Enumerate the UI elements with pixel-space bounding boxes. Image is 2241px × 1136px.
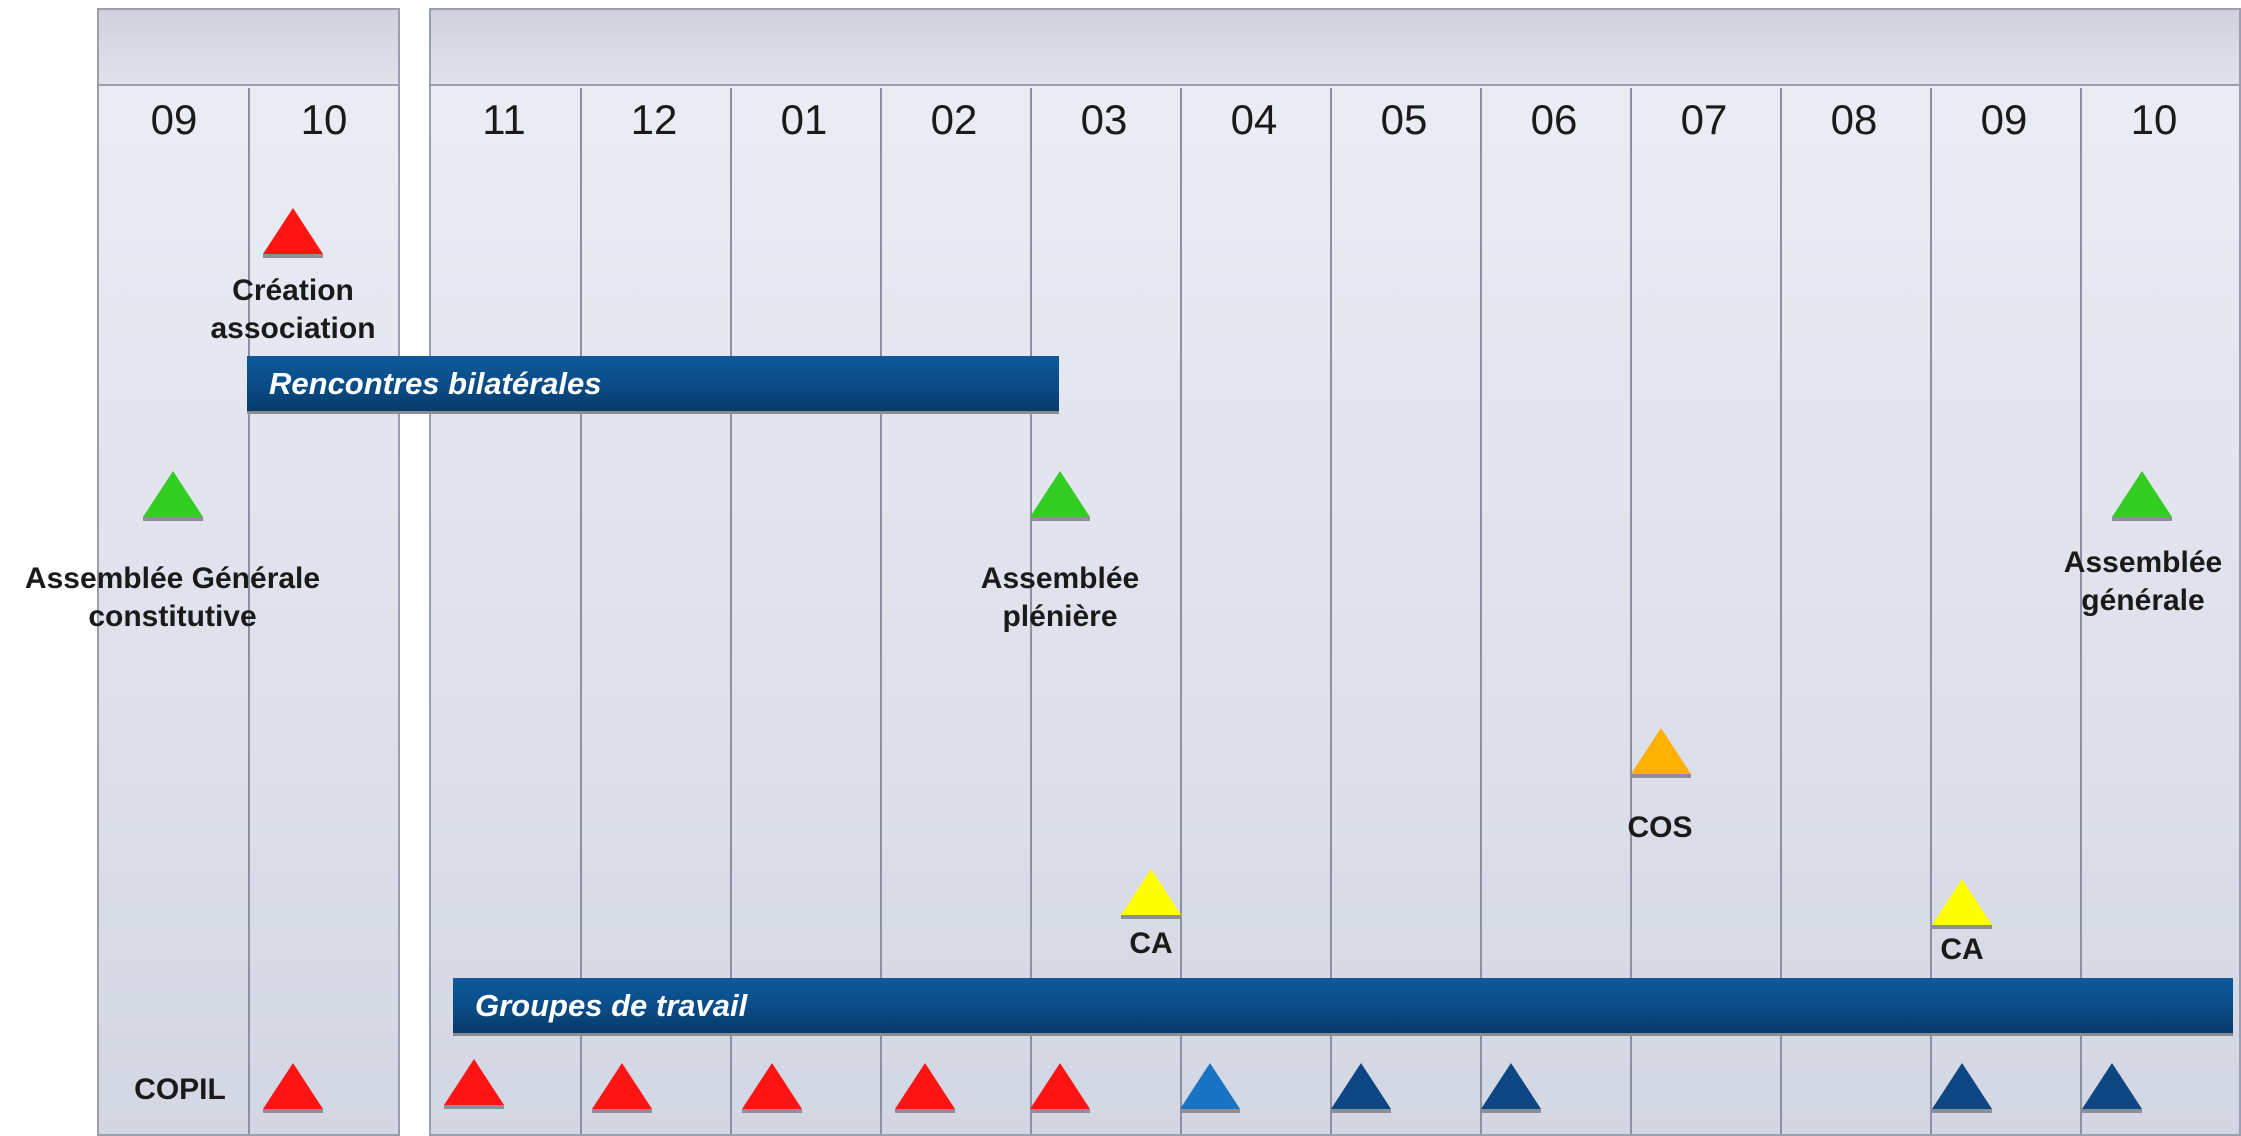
label-assemblee-pleniere: Assemblée plénière bbox=[960, 560, 1160, 636]
label-ca-2: CA bbox=[1940, 933, 1984, 966]
label-line: Création bbox=[232, 274, 354, 307]
navy-triangle-icon bbox=[2082, 1063, 2142, 1109]
label-line: générale bbox=[2081, 584, 2205, 617]
triangle-shadow bbox=[2082, 1109, 2142, 1113]
month-label-07: 07 bbox=[1680, 96, 1728, 143]
month-label-11: 11 bbox=[482, 96, 526, 143]
orange-triangle-icon bbox=[1631, 728, 1691, 774]
month-label-02: 02 bbox=[930, 96, 978, 143]
triangle-shadow bbox=[2112, 517, 2172, 521]
green-triangle-icon bbox=[143, 471, 203, 517]
triangle-shadow bbox=[1030, 1109, 1090, 1113]
month-divider bbox=[1930, 88, 1932, 1134]
red-triangle-icon bbox=[742, 1063, 802, 1109]
month-divider bbox=[880, 88, 882, 1134]
navy-triangle-icon bbox=[1481, 1063, 1541, 1109]
timeline-panel-left bbox=[97, 8, 400, 1136]
yellow-triangle-icon bbox=[1121, 869, 1181, 915]
label-ag-finale: Assemblée générale bbox=[2053, 544, 2233, 620]
month-divider bbox=[1630, 88, 1632, 1134]
triangle-shadow bbox=[1331, 1109, 1391, 1113]
month-label-09b: 09 bbox=[1980, 96, 2028, 143]
navy-triangle-icon bbox=[1331, 1063, 1391, 1109]
red-triangle-icon bbox=[263, 1063, 323, 1109]
triangle-shadow bbox=[1631, 774, 1691, 778]
red-triangle-icon bbox=[895, 1063, 955, 1109]
triangle-shadow bbox=[1121, 915, 1181, 919]
month-label-09: 09 bbox=[150, 96, 198, 143]
month-label-10: 10 bbox=[300, 96, 348, 143]
month-divider bbox=[1180, 88, 1182, 1134]
bar-rencontres-bilaterales: Rencontres bilatérales bbox=[247, 356, 1059, 414]
triangle-shadow bbox=[895, 1109, 955, 1113]
label-copil: COPIL bbox=[134, 1073, 226, 1106]
month-label-10b: 10 bbox=[2130, 96, 2178, 143]
label-cos: COS bbox=[1627, 811, 1693, 844]
month-divider bbox=[248, 88, 250, 1134]
triangle-shadow bbox=[742, 1109, 802, 1113]
month-divider bbox=[1030, 88, 1032, 1134]
navy-triangle-icon bbox=[1932, 1063, 1992, 1109]
month-label-04: 04 bbox=[1230, 96, 1278, 143]
label-line: Assemblée bbox=[2063, 546, 2223, 579]
blue-triangle-icon bbox=[1180, 1063, 1240, 1109]
month-label-06: 06 bbox=[1530, 96, 1578, 143]
panel-header-right bbox=[431, 10, 2239, 86]
triangle-shadow bbox=[592, 1109, 652, 1113]
month-label-08: 08 bbox=[1830, 96, 1878, 143]
red-triangle-icon bbox=[444, 1059, 504, 1105]
month-divider bbox=[1780, 88, 1782, 1134]
panel-header-left bbox=[99, 10, 398, 86]
triangle-shadow bbox=[1180, 1109, 1240, 1113]
label-line: plénière bbox=[1002, 600, 1118, 633]
month-label-12: 12 bbox=[630, 96, 678, 143]
month-divider bbox=[2080, 88, 2082, 1134]
month-divider bbox=[1330, 88, 1332, 1134]
label-creation-association: Création association bbox=[193, 272, 393, 348]
red-triangle-icon bbox=[263, 208, 323, 254]
triangle-shadow bbox=[263, 1109, 323, 1113]
triangle-shadow bbox=[444, 1105, 504, 1109]
timeline-panel-right bbox=[429, 8, 2241, 1136]
green-triangle-icon bbox=[1030, 471, 1090, 517]
label-line: association bbox=[210, 312, 376, 345]
triangle-shadow bbox=[1030, 517, 1090, 521]
month-label-01: 01 bbox=[780, 96, 828, 143]
label-line: Assemblée bbox=[980, 562, 1140, 595]
month-label-05: 05 bbox=[1380, 96, 1428, 143]
label-line: constitutive bbox=[88, 600, 257, 633]
triangle-shadow bbox=[1932, 1109, 1992, 1113]
red-triangle-icon bbox=[592, 1063, 652, 1109]
month-label-03: 03 bbox=[1080, 96, 1128, 143]
label-ag-constitutive: Assemblée Générale constitutive bbox=[0, 560, 345, 636]
yellow-triangle-icon bbox=[1932, 879, 1992, 925]
month-divider bbox=[1480, 88, 1482, 1134]
bar-groupes-de-travail: Groupes de travail bbox=[453, 978, 2233, 1036]
label-ca-1: CA bbox=[1129, 927, 1173, 960]
green-triangle-icon bbox=[2112, 471, 2172, 517]
label-line: Assemblée Générale bbox=[24, 562, 321, 595]
triangle-shadow bbox=[263, 254, 323, 258]
month-divider bbox=[580, 88, 582, 1134]
month-divider bbox=[730, 88, 732, 1134]
red-triangle-icon bbox=[1030, 1063, 1090, 1109]
triangle-shadow bbox=[1932, 925, 1992, 929]
triangle-shadow bbox=[143, 517, 203, 521]
triangle-shadow bbox=[1481, 1109, 1541, 1113]
